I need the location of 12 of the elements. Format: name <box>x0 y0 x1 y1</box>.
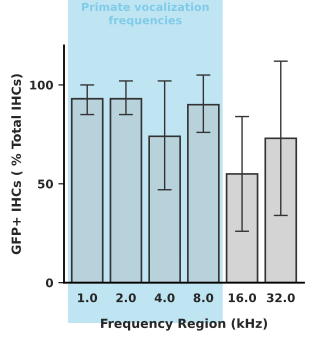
x-tick-label: 2.0 <box>116 293 136 302</box>
x-tick-label: 4.0 <box>154 293 175 302</box>
x-tick-label: 32.0 <box>267 293 295 302</box>
x-tick-label: 1.0 <box>78 293 98 302</box>
x-tick-label: 16.0 <box>228 293 256 302</box>
y-tick-label: 0 <box>46 278 54 288</box>
y-axis-title: GFP+ IHCs ( % Total IHCs) <box>11 74 22 254</box>
y-tick-label: 100 <box>30 80 54 90</box>
x-tick-label: 8.0 <box>194 293 214 302</box>
y-tick-label: 50 <box>38 180 54 188</box>
band-label: Primate vocalization frequencies <box>82 2 209 27</box>
x-axis-title: Frequency Region (kHz) <box>101 318 268 331</box>
